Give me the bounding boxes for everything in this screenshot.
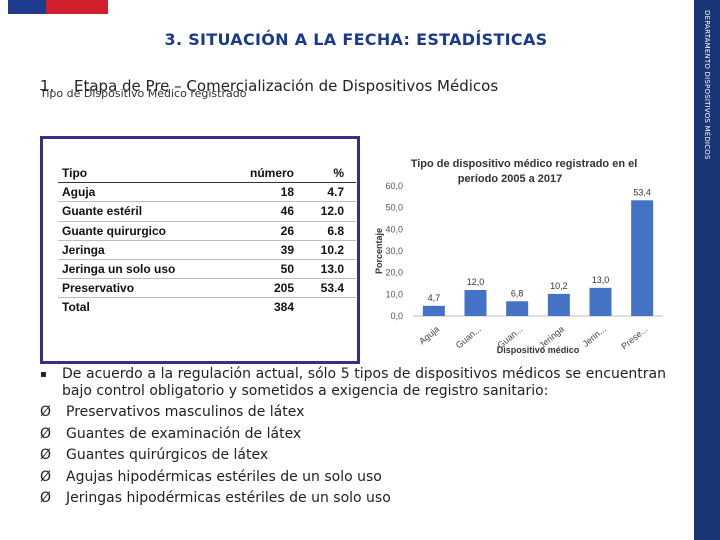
cell-numero: 50	[212, 259, 294, 280]
y-tick-label: 0,0	[390, 311, 403, 321]
bullet-section: ▪ De acuerdo a la regulación actual, sól…	[38, 366, 666, 510]
device-table: Tipo número % Aguja 18 4.7 Guante estéril 4…	[58, 164, 356, 317]
table-row: Preservativo 205 53.4	[58, 278, 356, 299]
cell-numero: 205	[212, 278, 294, 299]
data-label: 13,0	[592, 275, 610, 285]
cell-percent: 6.8	[294, 221, 356, 241]
list-item-text: Guantes quirúrgicos de látex	[66, 447, 269, 464]
section-number: 1.	[40, 77, 55, 95]
bar	[422, 305, 445, 316]
header-numero: número	[212, 164, 294, 184]
cell-tipo: Preservativo	[58, 278, 212, 299]
y-tick-label: 60,0	[385, 181, 403, 191]
arrow-bullet-icon: Ø	[40, 447, 52, 464]
cell-numero: 46	[212, 201, 294, 222]
list-item: Ø Guantes de examinación de látex	[38, 424, 666, 446]
figure-caption: Tipo de Dispositivo Médico registrado	[40, 87, 247, 100]
intro-paragraph: ▪ De acuerdo a la regulación actual, sól…	[38, 366, 666, 400]
header-percent: %	[294, 164, 356, 184]
data-label: 53,4	[633, 187, 651, 197]
cell-tipo: Total	[62, 300, 90, 315]
page-title: 3. SITUACIÓN A LA FECHA: ESTADÍSTICAS	[164, 30, 548, 49]
cell-tipo: Jeringa un solo uso	[58, 259, 212, 280]
chart-title-line-1: Tipo de dispositivo médico registrado en…	[411, 158, 638, 170]
header-tipo: Tipo	[58, 164, 212, 184]
cell-tipo: Aguja	[58, 182, 212, 203]
bar	[547, 293, 570, 316]
list-item: Ø Agujas hipodérmicas estériles de un sol…	[38, 467, 666, 489]
table-row: Aguja 18 4.7	[58, 182, 356, 203]
x-tick-label: Jerin...	[581, 324, 608, 349]
list-item-text: Guantes de examinación de látex	[66, 425, 302, 442]
y-tick-label: 40,0	[385, 224, 403, 234]
bar	[464, 290, 487, 316]
side-label-wrap: DEPARTAMENTO DISPOSITIVOS MÉDICOS	[694, 0, 720, 540]
cell-percent: 13.0	[294, 259, 356, 280]
x-tick-label: Aguja	[417, 324, 441, 346]
arrow-bullet-icon: Ø	[40, 425, 52, 442]
arrow-bullet-icon: Ø	[40, 404, 52, 420]
cell-percent: 4.7	[294, 182, 356, 203]
y-tick-label: 50,0	[385, 203, 403, 213]
data-label: 12,0	[467, 277, 485, 287]
square-bullet-icon: ▪	[40, 369, 47, 380]
data-label: 4,7	[428, 293, 441, 303]
arrow-bullet-icon: Ø	[40, 468, 52, 485]
intro-text: De acuerdo a la regulación actual, sólo …	[62, 366, 666, 399]
bar	[631, 200, 654, 316]
y-tick-label: 30,0	[385, 246, 403, 256]
y-tick-label: 10,0	[385, 289, 403, 299]
table-row: Jeringa 39 10.2	[58, 240, 356, 261]
cell-tipo: Guante estéril	[58, 201, 212, 222]
list-item: Ø Jeringas hipodérmicas estériles de un s…	[38, 488, 666, 510]
cell-percent: 53.4	[294, 278, 356, 299]
arrow-bullet-icon: Ø	[40, 490, 52, 507]
table-row: Guante quirurgico 26 6.8	[58, 221, 356, 241]
section-heading: 1. Etapa de Pre – Comercialización de Dis…	[40, 77, 498, 95]
flag-blue-block	[8, 0, 46, 14]
cell-percent: 12.0	[294, 201, 356, 222]
side-band	[694, 0, 720, 540]
cell-numero: 384	[273, 300, 294, 315]
table-row: Jeringa un solo uso 50 13.0	[58, 259, 356, 280]
y-axis-label: Porcentaje	[374, 228, 384, 274]
list-item-text: Agujas hipodérmicas estériles de un solo…	[66, 468, 382, 485]
cell-tipo: Jeringa	[58, 240, 212, 261]
list-item: Ø Preservativos masculinos de látex	[38, 402, 666, 424]
list-item-text: Jeringas hipodérmicas estériles de un so…	[66, 490, 391, 507]
flag-red-block	[46, 0, 108, 14]
section-title: Etapa de Pre – Comercialización de Dispo…	[74, 77, 499, 95]
cell-numero: 26	[212, 221, 294, 241]
x-tick-label: Prese...	[619, 324, 649, 352]
cell-tipo: Guante quirurgico	[58, 221, 212, 241]
bar	[589, 287, 612, 316]
bar-chart: Tipo de dispositivo médico registrado en…	[374, 158, 663, 355]
x-axis-label: Dispositivo médico	[497, 345, 580, 355]
table-total-row: Total 384	[58, 298, 356, 317]
cell-numero: 39	[212, 240, 294, 261]
list-item: Ø Guantes quirúrgicos de látex	[38, 445, 666, 467]
bar	[506, 301, 529, 316]
data-label: 6,8	[511, 288, 524, 298]
x-tick-label: Guan...	[454, 324, 483, 351]
cell-numero: 18	[212, 182, 294, 203]
y-tick-label: 20,0	[385, 268, 403, 278]
chart-title-line-2: período 2005 a 2017	[458, 173, 563, 185]
device-list: Ø Preservativos masculinos de látex Ø Guan…	[38, 402, 666, 510]
list-item-text: Preservativos masculinos de látex	[66, 404, 305, 420]
data-label: 10,2	[550, 281, 568, 291]
cell-percent: 10.2	[294, 240, 356, 261]
table-header-row: Tipo número %	[58, 164, 356, 184]
table-row: Guante estéril 46 12.0	[58, 201, 356, 222]
